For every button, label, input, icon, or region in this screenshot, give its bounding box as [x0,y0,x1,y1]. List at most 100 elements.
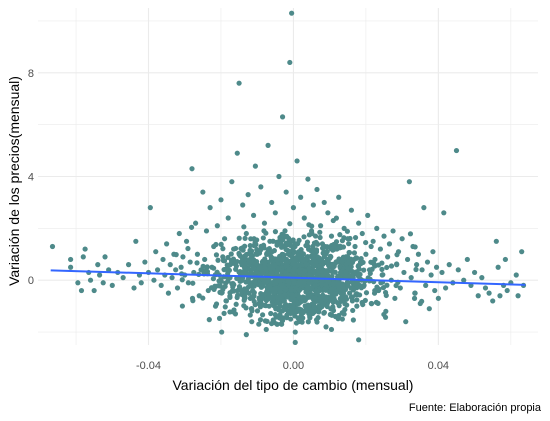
data-point [272,312,278,318]
data-point [272,229,279,235]
data-point [319,257,325,263]
data-point [306,294,312,300]
data-point [292,241,299,247]
data-point [357,292,363,298]
data-point [80,254,86,260]
data-point [423,282,429,288]
data-point [238,245,244,252]
data-point [269,255,275,261]
data-point [495,264,501,270]
data-point [49,243,56,250]
data-point [379,272,385,278]
data-point [408,275,414,281]
data-point [515,293,521,299]
data-point [313,247,320,253]
data-point [236,235,242,241]
data-point [327,255,333,261]
data-point [417,300,423,307]
data-point [231,246,237,252]
data-point [321,199,327,206]
data-point [373,299,380,305]
data-point [327,264,333,270]
data-point [241,303,247,309]
data-point [382,314,389,320]
data-point [133,238,139,244]
data-point [286,251,292,257]
data-point [339,316,345,322]
data-point [238,278,244,284]
data-point [292,257,299,263]
data-point [293,320,300,326]
data-point [183,238,190,244]
data-point [328,326,335,333]
data-point [482,285,489,291]
data-point [221,310,227,316]
data-point [294,158,300,164]
x-tick-label: 0.00 [283,360,304,372]
data-point [220,246,226,252]
data-point [414,262,420,268]
data-point [241,224,247,230]
data-point [287,59,293,66]
data-point [390,228,396,234]
data-point [310,250,316,256]
data-point [280,315,286,321]
data-point [235,292,241,298]
data-point [372,256,378,263]
data-point [401,269,407,276]
data-point [272,210,278,216]
data-point [203,228,210,234]
data-point [323,324,329,330]
data-point [259,295,265,301]
data-point [229,179,235,185]
data-point [305,176,311,182]
data-point [290,292,296,298]
data-point [388,263,395,269]
data-point [368,243,374,250]
data-point [413,266,419,273]
data-point [173,267,179,273]
data-point [363,239,369,246]
data-point [245,192,251,198]
data-point [187,259,193,265]
data-point [231,288,237,294]
data-point [385,254,391,260]
data-point [323,271,330,277]
data-point [363,290,370,296]
data-point [258,291,264,297]
data-point [268,320,275,327]
data-point [341,225,347,231]
data-point [282,292,288,298]
data-point [301,280,307,286]
data-point [361,282,367,288]
data-point [430,249,436,255]
data-point [406,179,412,185]
data-point [348,294,354,300]
data-point [223,298,230,304]
data-point [439,269,445,276]
data-point [333,239,340,245]
data-point [344,279,351,285]
data-point [328,286,335,293]
data-point [382,289,389,296]
data-point [215,257,221,263]
data-point [502,256,508,263]
data-point [277,286,284,292]
data-point [68,264,74,270]
data-point [493,238,499,244]
data-point [91,287,97,294]
data-point [273,306,279,312]
data-point [461,277,467,283]
data-point [332,298,338,304]
data-point [174,285,181,291]
data-point [189,166,195,172]
data-point [219,329,225,335]
data-point [288,316,294,322]
data-point [330,304,336,310]
data-point [247,248,253,254]
data-point [248,306,254,312]
data-point [428,272,434,278]
trend-line [50,269,526,286]
data-point [274,239,280,245]
data-point [336,303,342,309]
